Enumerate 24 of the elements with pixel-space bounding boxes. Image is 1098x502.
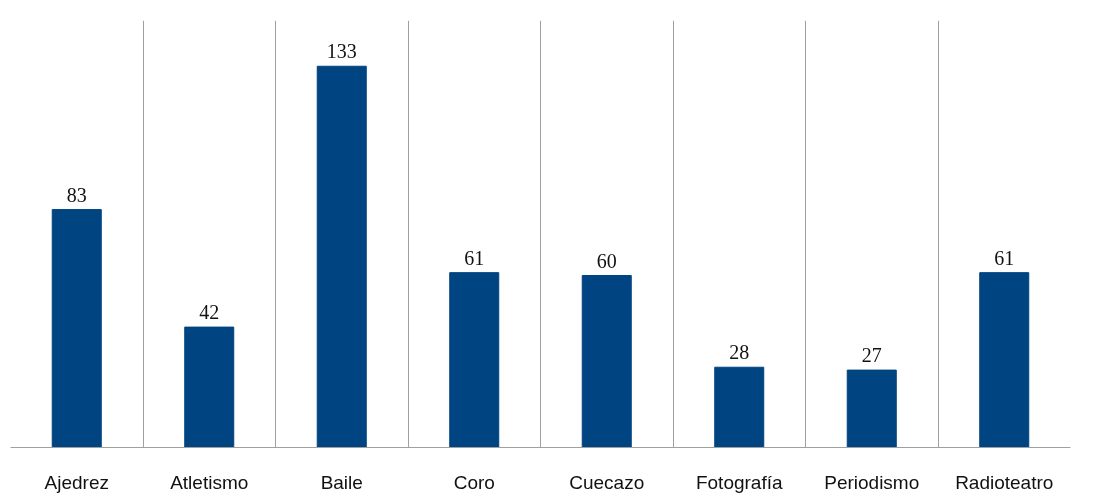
bar	[184, 326, 235, 448]
data-label: 83	[66, 183, 87, 206]
data-label: 27	[861, 344, 882, 367]
bar	[979, 272, 1030, 448]
data-label: 133	[326, 40, 357, 63]
x-tick-label: Atletismo	[170, 471, 249, 493]
x-tick-label: Baile	[320, 471, 363, 493]
data-label: 28	[729, 341, 750, 364]
data-label: 61	[994, 246, 1015, 269]
bar	[316, 65, 367, 448]
bar	[846, 369, 897, 448]
x-tick-label: Ajedrez	[44, 471, 109, 493]
x-tick-label: Fotografía	[695, 471, 783, 493]
x-tick-label: Coro	[453, 471, 495, 493]
data-label: 61	[464, 246, 485, 269]
bar	[581, 275, 632, 448]
x-tick-label: Periodismo	[824, 471, 920, 493]
x-tick-label: Radioteatro	[955, 471, 1054, 493]
bar	[714, 366, 765, 448]
data-label: 42	[199, 301, 220, 324]
bar	[51, 209, 102, 448]
data-label: 60	[596, 249, 617, 272]
bar	[449, 272, 500, 448]
x-tick-label: Cuecazo	[569, 471, 645, 493]
